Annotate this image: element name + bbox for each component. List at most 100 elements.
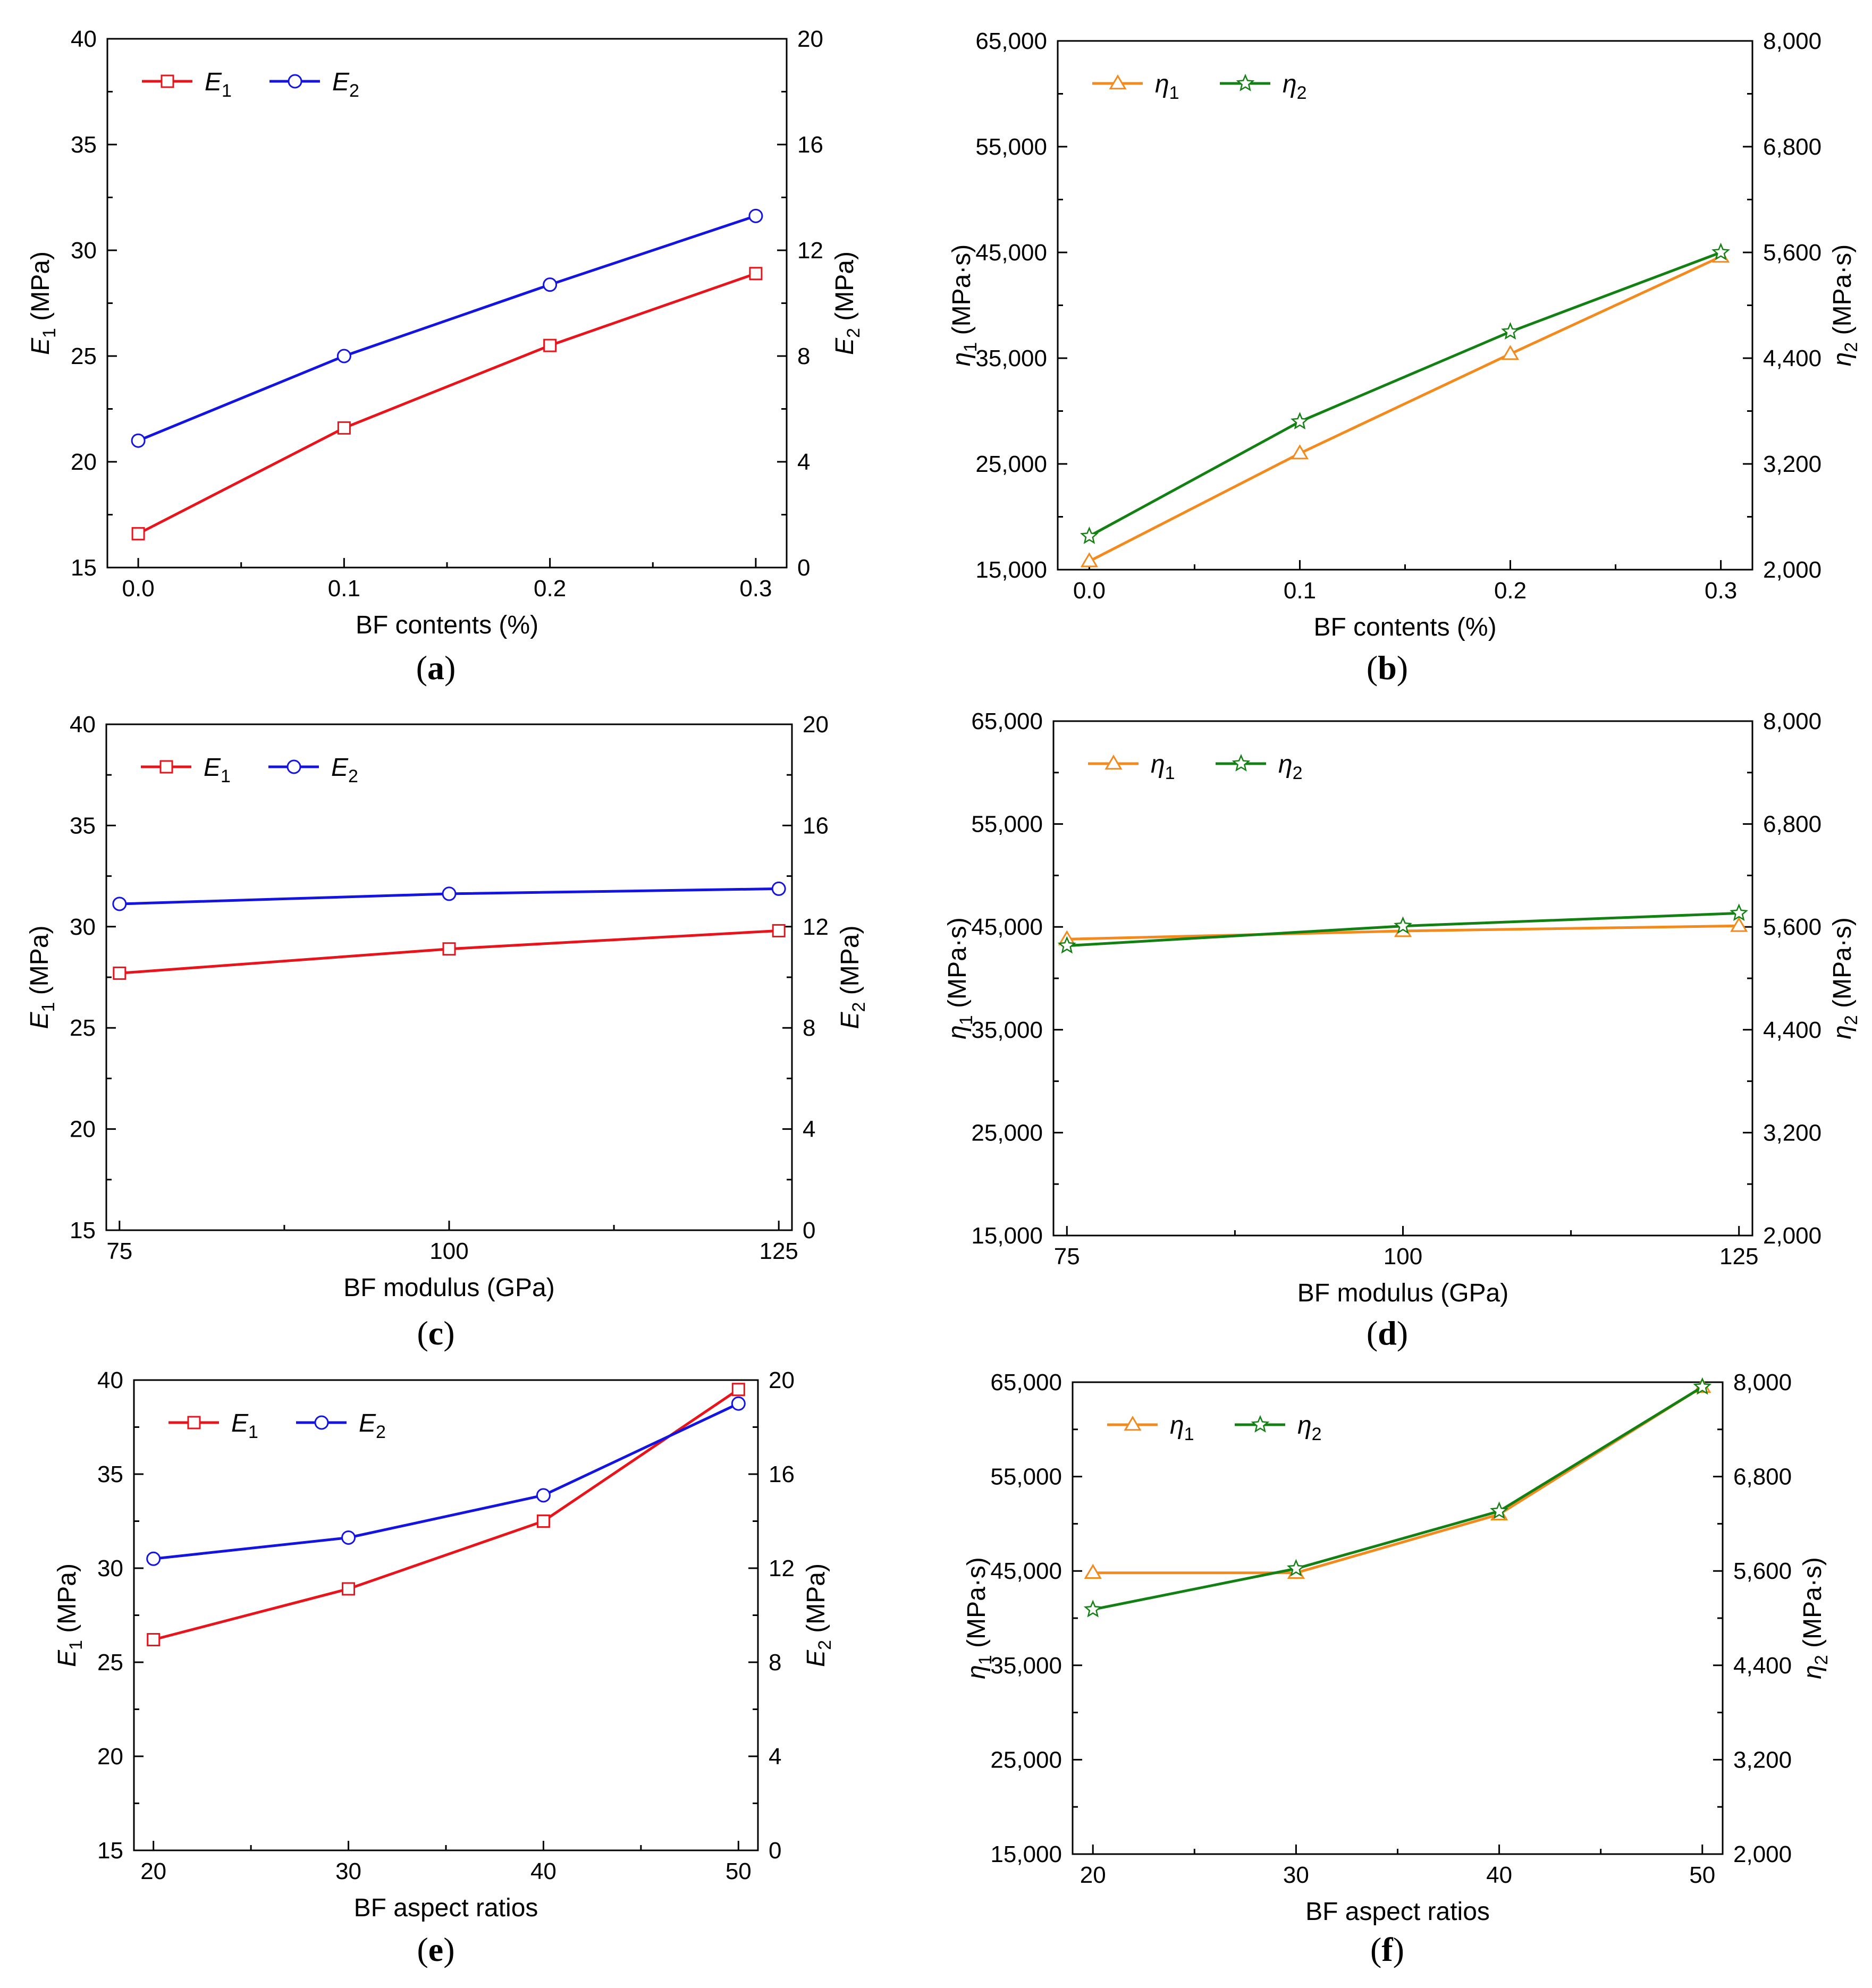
y-left-tick-label: 30 xyxy=(71,238,97,264)
series-line-η2 xyxy=(1089,251,1722,538)
x-tick-label: 75 xyxy=(106,1238,132,1264)
x-tick-label: 40 xyxy=(530,1858,556,1884)
y-left-tick-label: 65,000 xyxy=(990,1369,1062,1395)
legend-marker xyxy=(187,1416,201,1429)
data-point-η2 xyxy=(1730,903,1749,921)
y-left-tick-label: 25,000 xyxy=(971,1120,1043,1146)
x-tick-label: 0.0 xyxy=(122,576,155,602)
y-left-axis-title: η1 (MPa·s) xyxy=(943,917,976,1039)
x-axis-title: BF modulus (GPa) xyxy=(1297,1279,1508,1307)
legend-label: E1 xyxy=(231,1409,258,1442)
legend-label: η1 xyxy=(1155,70,1179,103)
y-left-tick-label: 40 xyxy=(70,712,96,738)
legend-marker xyxy=(1236,73,1255,91)
y-right-tick-label: 5,600 xyxy=(1763,914,1822,940)
data-point-η2 xyxy=(1501,322,1520,340)
y-left-tick-label: 45,000 xyxy=(975,240,1047,266)
data-point-E1 xyxy=(536,1515,550,1528)
y-right-tick-label: 5,600 xyxy=(1733,1558,1792,1584)
y-left-tick-label: 25 xyxy=(97,1649,123,1676)
y-left-tick-label: 25 xyxy=(70,1015,96,1041)
y-right-tick-label: 16 xyxy=(797,132,823,158)
data-point-E2 xyxy=(731,1396,746,1411)
y-right-tick-label: 8 xyxy=(797,343,810,369)
y-left-tick-label: 30 xyxy=(97,1555,123,1581)
data-point-η2 xyxy=(1394,916,1412,934)
y-right-axis-title: E2 (MPa) xyxy=(836,926,869,1029)
x-tick-label: 20 xyxy=(140,1858,166,1884)
panel-caption: (f) xyxy=(1370,1931,1404,1968)
series-line-E1 xyxy=(153,1388,739,1641)
x-tick-label: 100 xyxy=(1384,1243,1422,1270)
legend-label: η2 xyxy=(1278,750,1303,783)
y-right-tick-label: 12 xyxy=(803,914,829,940)
plot-frame xyxy=(1072,1381,1724,1855)
legend-marker xyxy=(1124,1416,1142,1431)
y-right-tick-label: 8,000 xyxy=(1763,28,1822,54)
y-right-tick-label: 3,200 xyxy=(1733,1747,1792,1773)
plot-frame xyxy=(1057,40,1753,571)
x-tick-label: 0.2 xyxy=(1494,578,1527,604)
series-line-η1 xyxy=(1093,1385,1704,1575)
plot-frame xyxy=(1052,720,1753,1237)
series-line-E1 xyxy=(137,272,756,535)
x-tick-label: 40 xyxy=(1486,1862,1512,1888)
data-point-E1 xyxy=(731,1383,745,1397)
y-left-tick-label: 30 xyxy=(70,914,96,940)
panel-caption: (d) xyxy=(1367,1314,1408,1352)
y-left-tick-label: 45,000 xyxy=(990,1558,1062,1584)
chart-panel-c: 75 100 125 15 20 25 30 35 40 0 4 8 12 16 20 BF modulus … xyxy=(26,712,869,1352)
y-left-tick-label: 45,000 xyxy=(971,914,1043,940)
data-point-η2 xyxy=(1080,526,1099,544)
y-right-axis-title: E2 (MPa) xyxy=(802,1563,835,1667)
y-left-tick-label: 65,000 xyxy=(971,708,1043,734)
legend-marker xyxy=(314,1415,329,1430)
y-left-tick-label: 15,000 xyxy=(971,1223,1043,1249)
data-point-E2 xyxy=(341,1530,356,1545)
data-point-η1 xyxy=(1730,917,1748,932)
legend-label: E1 xyxy=(204,754,231,786)
data-point-E2 xyxy=(536,1488,551,1503)
panel-caption: (e) xyxy=(417,1931,454,1968)
data-point-E2 xyxy=(748,208,763,223)
y-right-tick-label: 3,200 xyxy=(1763,451,1822,477)
plot-frame xyxy=(105,723,793,1231)
y-left-tick-label: 25,000 xyxy=(975,451,1047,477)
y-right-tick-label: 4,400 xyxy=(1763,345,1822,371)
y-right-tick-label: 2,000 xyxy=(1763,1223,1822,1249)
plot-frame xyxy=(133,1379,759,1851)
x-axis-title: BF aspect ratios xyxy=(1305,1898,1490,1926)
y-right-tick-label: 3,200 xyxy=(1763,1120,1822,1146)
x-tick-label: 75 xyxy=(1054,1243,1080,1270)
y-left-tick-label: 15 xyxy=(70,1217,96,1243)
y-left-tick-label: 55,000 xyxy=(990,1464,1062,1490)
data-point-E1 xyxy=(131,527,145,540)
y-left-tick-label: 35,000 xyxy=(975,345,1047,371)
x-tick-label: 125 xyxy=(759,1238,798,1264)
panel-caption: (b) xyxy=(1367,649,1408,687)
x-tick-label: 50 xyxy=(1689,1862,1715,1888)
x-tick-label: 0.1 xyxy=(328,576,360,602)
legend-marker xyxy=(288,74,302,89)
legend-label: E2 xyxy=(332,68,359,101)
y-left-tick-label: 35 xyxy=(70,813,96,839)
y-left-tick-label: 65,000 xyxy=(975,28,1047,54)
series-line-E2 xyxy=(153,1402,739,1560)
y-right-tick-label: 16 xyxy=(769,1461,795,1487)
legend-marker xyxy=(1109,74,1127,90)
chart-panel-f: 20 30 40 50 15,000 25,000 35,000 45,000 55,000 65… xyxy=(963,1369,1832,1968)
x-tick-label: 0.3 xyxy=(739,576,772,602)
legend-marker xyxy=(1104,755,1123,770)
legend-marker xyxy=(1251,1415,1270,1433)
data-point-η2 xyxy=(1291,412,1309,430)
y-right-axis-title: η2 (MPa·s) xyxy=(1828,917,1861,1039)
data-point-E1 xyxy=(772,924,786,937)
panel-caption: (c) xyxy=(417,1314,454,1352)
data-point-E1 xyxy=(342,1582,356,1596)
y-left-tick-label: 20 xyxy=(71,449,97,475)
y-left-tick-label: 55,000 xyxy=(975,134,1047,160)
x-axis-title: BF contents (%) xyxy=(1313,613,1496,641)
legend-label: η2 xyxy=(1297,1411,1322,1444)
x-tick-label: 0.2 xyxy=(534,576,566,602)
data-point-E1 xyxy=(113,966,127,980)
